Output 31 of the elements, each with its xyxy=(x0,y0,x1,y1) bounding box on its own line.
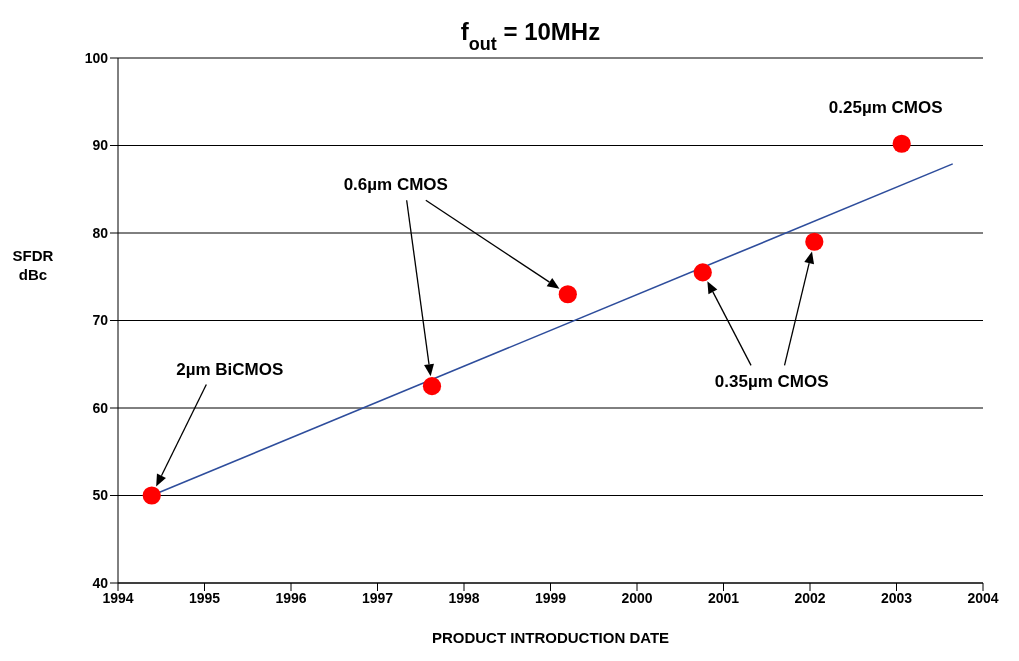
point xyxy=(805,232,824,251)
point xyxy=(693,263,712,282)
x-tick-label: 1998 xyxy=(448,589,480,606)
y-tick-label: 70 xyxy=(92,312,109,329)
x-tick-label: 1999 xyxy=(534,589,567,606)
x-axis-title: PRODUCT INTRODUCTION DATE xyxy=(431,629,670,646)
annotation: 0.6µm CMOS xyxy=(343,175,448,195)
x-tick-label: 2000 xyxy=(621,589,653,606)
x-tick-label: 1997 xyxy=(361,589,394,606)
chart-title: f$_{out}$ = 10MHz xyxy=(460,18,601,54)
point xyxy=(558,285,577,304)
y-tick-label: 90 xyxy=(92,137,109,154)
x-tick-label: 2003 xyxy=(880,589,913,606)
x-tick-label: 1996 xyxy=(275,589,307,606)
y-tick-label: 40 xyxy=(92,574,109,591)
y-tick-label: 60 xyxy=(92,399,109,416)
annotation: 0.35µm CMOS xyxy=(714,372,829,392)
point xyxy=(422,377,442,396)
point xyxy=(892,134,911,153)
x-tick-label: 1994 xyxy=(102,589,134,606)
y-tick-label: 80 xyxy=(92,224,109,241)
x-tick-label: 2004 xyxy=(967,589,999,606)
x-tick-label: 2001 xyxy=(707,589,740,606)
point xyxy=(142,486,161,505)
x-tick-label: 1995 xyxy=(188,589,221,606)
y-axis-title: SFDR dBc xyxy=(12,246,54,283)
annotation: 2µm BiCMOS xyxy=(176,359,284,379)
y-tick-label: 100 xyxy=(84,49,109,66)
x-tick-label: 2002 xyxy=(794,589,826,606)
y-tick-label: 50 xyxy=(92,487,109,504)
annotation: 0.25µm CMOS xyxy=(828,97,943,117)
